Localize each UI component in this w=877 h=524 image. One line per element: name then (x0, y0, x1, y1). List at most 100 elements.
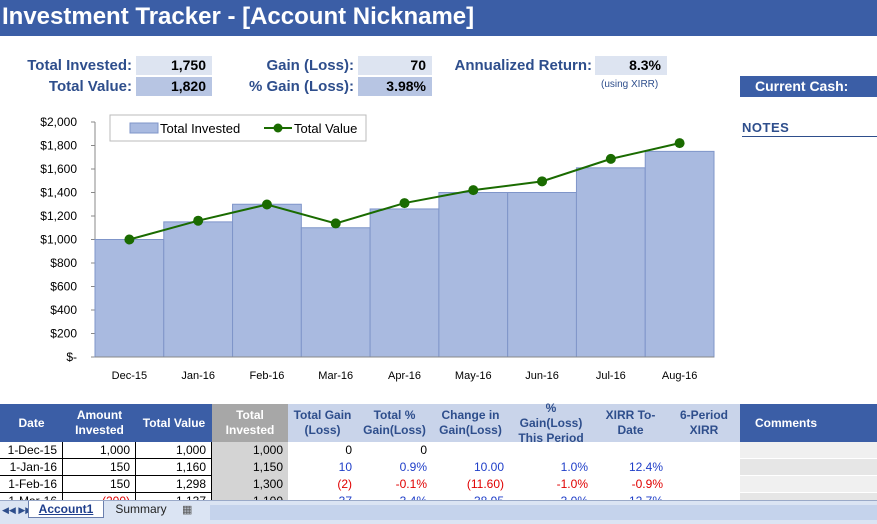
col-pct-gain-period[interactable]: % Gain(Loss) This Period (509, 401, 593, 445)
col-6-period-xirr[interactable]: 6-Period XIRR (668, 404, 740, 442)
table-row: 1-Feb-16 150 1,298 1,300 (2) -0.1% (11.60) -1.0… (0, 476, 877, 493)
table-cell-xirr6[interactable] (668, 476, 740, 493)
col-total-pct-gain[interactable]: Total % Gain(Loss) (357, 404, 432, 442)
y-tick-label: $1,200 (40, 209, 77, 223)
x-tick-label: Jun-16 (525, 370, 559, 382)
xirr-note: (using XIRR) (601, 79, 659, 90)
col-total-gain[interactable]: Total Gain (Loss) (288, 404, 357, 442)
page-title: Investment Tracker - [Account Nickname] (2, 3, 475, 30)
table-cell-period[interactable] (509, 442, 593, 459)
table-cell-gain[interactable]: (2) (337, 477, 352, 491)
bar (507, 192, 577, 358)
pct-gain-value[interactable]: 3.98% (358, 77, 432, 96)
col-total-invested[interactable]: Total Invested (212, 404, 288, 442)
x-axis: Dec-15 Jan-16 Feb-16 Mar-16 Apr-16 May-16 Jun-… (95, 356, 714, 382)
col-total-value[interactable]: Total Value (136, 404, 212, 442)
y-tick-label: $1,600 (40, 162, 77, 176)
table-cell-comments[interactable] (740, 459, 877, 476)
current-cash-label: Current Cash: (740, 76, 877, 97)
table-cell-pct[interactable]: -0.1% (395, 477, 427, 491)
table-cell-xirr[interactable]: -0.9% (631, 477, 663, 491)
table-cell-xirr[interactable] (593, 442, 668, 459)
col-change-gain[interactable]: Change in Gain(Loss) (432, 404, 509, 442)
table-cell-value[interactable]: 1,160 (136, 459, 212, 476)
horizontal-scrollbar[interactable] (210, 505, 877, 520)
y-tick-label: $1,400 (40, 186, 77, 200)
bar (644, 150, 715, 358)
bar (438, 192, 509, 358)
bar (369, 208, 440, 358)
total-value-value[interactable]: 1,820 (136, 77, 212, 96)
legend-marker (273, 123, 283, 133)
tab-account1[interactable]: Account1 (28, 501, 104, 518)
table-cell-comments[interactable] (740, 476, 877, 493)
table-cell-value[interactable]: 1,298 (136, 476, 212, 493)
legend-label: Total Value (294, 121, 357, 136)
table-cell-amount[interactable]: 1,000 (63, 442, 136, 459)
table-cell-date[interactable]: 1-Jan-16 (0, 459, 63, 476)
table-cell-amount[interactable]: 150 (63, 459, 136, 476)
y-tick-label: $- (66, 350, 77, 364)
table-cell-comments[interactable] (740, 442, 877, 459)
table-cell-xirr[interactable]: 12.4% (628, 460, 663, 474)
sheet-tab-bar: ◀◀ ▶▶ Account1 Summary ▦ (0, 500, 877, 524)
tab-summary[interactable]: Summary (115, 502, 167, 516)
table-row: 1-Jan-16 150 1,160 1,150 10 0.9% 10.00 1.0% 12.4… (0, 459, 877, 476)
line-point (261, 199, 272, 210)
table-cell-xirr6[interactable] (668, 442, 740, 459)
line-point (537, 176, 548, 187)
bar (232, 203, 302, 358)
col-date[interactable]: Date (0, 404, 63, 442)
y-tick-label: $600 (50, 280, 77, 294)
total-invested-label: Total Invested: (27, 57, 132, 74)
table-cell-invested[interactable]: 1,150 (212, 459, 288, 476)
y-tick-label: $200 (50, 327, 77, 341)
table-cell-invested[interactable]: 1,300 (212, 476, 288, 493)
tab-scroll-icon[interactable]: ◀◀ ▶▶ (2, 505, 33, 515)
line-point (193, 215, 204, 226)
table-cell-gain[interactable]: 10 (338, 460, 352, 474)
x-tick-label: Apr-16 (388, 370, 421, 382)
y-tick-label: $1,800 (40, 139, 77, 153)
bar (94, 239, 165, 358)
annualized-return-value[interactable]: 8.3% (595, 56, 667, 75)
total-invested-value[interactable]: 1,750 (136, 56, 212, 75)
table-cell-change[interactable]: (11.60) (466, 477, 504, 491)
col-comments[interactable]: Comments (740, 404, 877, 442)
bar (163, 221, 234, 358)
line-point (399, 198, 410, 209)
chart-legend: Total Invested Total Value (109, 114, 367, 142)
col-amount-invested[interactable]: Amount Invested (63, 404, 136, 442)
line-point (605, 153, 616, 164)
legend-swatch-bar (129, 122, 159, 134)
line-point (674, 138, 685, 149)
table-cell-change[interactable] (432, 442, 509, 459)
x-tick-label: Dec-15 (112, 370, 147, 382)
notes-label: NOTES (742, 120, 877, 137)
table-cell-amount[interactable]: 150 (63, 476, 136, 493)
x-tick-label: Jul-16 (596, 370, 626, 382)
bar (300, 227, 371, 358)
legend-label: Total Invested (160, 121, 240, 136)
annualized-return-label: Annualized Return: (454, 57, 593, 74)
table-cell-invested[interactable]: 1,000 (212, 442, 288, 459)
table-cell-period[interactable]: -1.0% (556, 477, 588, 491)
investment-chart: $- $200 $400 $600 $800 $1,000 $1,200 $1,400 $1,6… (40, 114, 715, 382)
line-point (468, 185, 479, 196)
table-cell-date[interactable]: 1-Feb-16 (0, 476, 63, 493)
table-cell-period[interactable]: 1.0% (560, 460, 588, 474)
table-cell-pct[interactable]: 0.9% (399, 460, 427, 474)
table-cell-change[interactable]: 10.00 (473, 460, 504, 474)
gain-value[interactable]: 70 (358, 56, 432, 75)
col-xirr-to-date[interactable]: XIRR To-Date (593, 404, 668, 442)
table-cell-xirr6[interactable] (668, 459, 740, 476)
table-cell-gain[interactable]: 0 (345, 443, 352, 457)
table-cell-value[interactable]: 1,000 (136, 442, 212, 459)
new-sheet-icon[interactable]: ▦ (182, 504, 193, 516)
x-tick-label: Mar-16 (318, 370, 353, 382)
line-point (330, 218, 341, 229)
pct-gain-label: % Gain (Loss): (248, 78, 354, 95)
table-cell-date[interactable]: 1-Dec-15 (0, 442, 63, 459)
table-row: 1-Dec-15 1,000 1,000 1,000 0 0 (0, 442, 877, 459)
table-cell-pct[interactable]: 0 (420, 443, 427, 457)
